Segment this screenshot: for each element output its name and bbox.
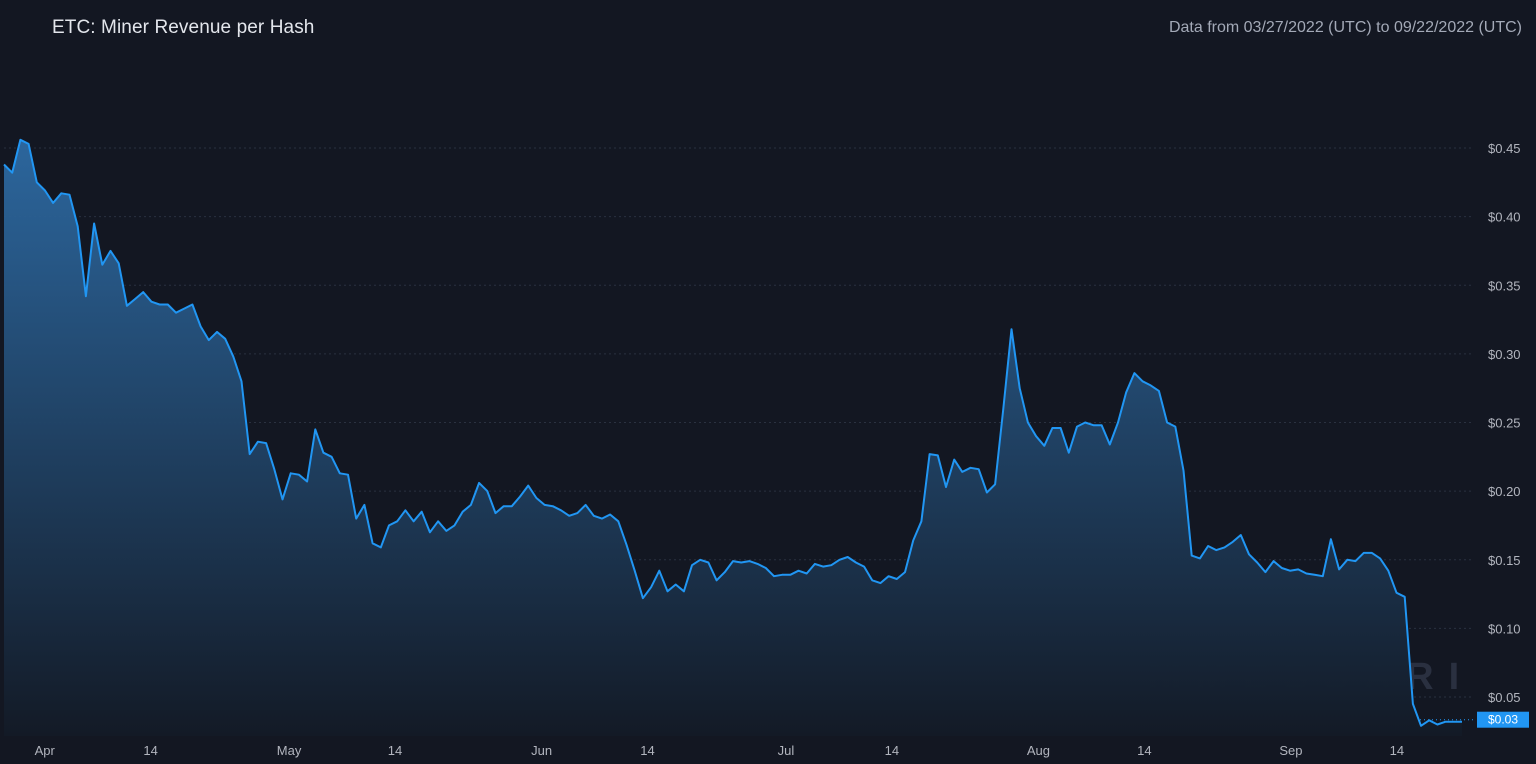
x-tick-label: 14 (388, 743, 402, 758)
y-tick-label: $0.25 (1488, 416, 1521, 431)
y-tick-label: $0.40 (1488, 210, 1521, 225)
x-tick-label: May (277, 743, 302, 758)
series-line[interactable] (3, 138, 1462, 727)
x-tick-label: Jun (531, 743, 552, 758)
y-tick-label: $0.20 (1488, 484, 1521, 499)
y-tick-label: $0.35 (1488, 278, 1521, 293)
series-area-fill (4, 139, 1462, 737)
x-tick-label: Sep (1279, 743, 1302, 758)
x-tick-label: 14 (143, 743, 157, 758)
x-tick-label: 14 (1390, 743, 1404, 758)
date-range-label: Data from 03/27/2022 (UTC) to 09/22/2022… (1168, 19, 1522, 36)
x-tick-label: Jul (778, 743, 795, 758)
y-tick-label: $0.45 (1488, 141, 1521, 156)
x-axis: Apr 14 May 14 Jun 14 Jul 14 Aug 14 Sep 14 (35, 743, 1404, 758)
y-tick-label: $0.05 (1488, 690, 1521, 705)
x-tick-label: Aug (1027, 743, 1050, 758)
last-value-label: $0.03 (1488, 713, 1518, 727)
x-tick-label: 14 (640, 743, 654, 758)
y-tick-label: $0.15 (1488, 553, 1521, 568)
last-value-marker: $0.03 (1477, 711, 1529, 728)
y-axis: $0.05 $0.10 $0.15 $0.20 $0.25 $0.30 $0.35 $0.40… (1488, 141, 1521, 705)
chart-title: ETC: Miner Revenue per Hash (52, 17, 315, 38)
x-tick-label: 14 (1137, 743, 1151, 758)
x-tick-label: Apr (35, 743, 56, 758)
x-tick-label: 14 (885, 743, 899, 758)
y-tick-label: $0.10 (1488, 621, 1521, 636)
series-area (3, 138, 1462, 737)
y-tick-label: $0.30 (1488, 347, 1521, 362)
last-value-badge (1477, 711, 1529, 728)
